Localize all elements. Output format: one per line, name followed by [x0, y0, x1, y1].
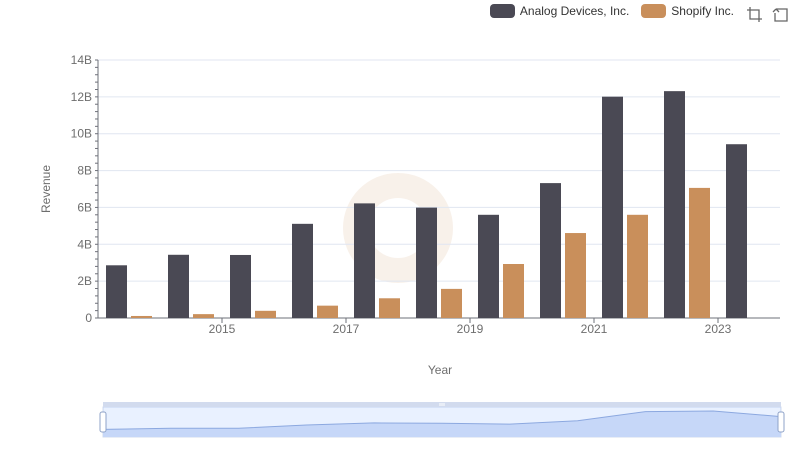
bar-analog-devices-2023[interactable] — [664, 91, 685, 318]
bar-shopify-2020[interactable] — [503, 264, 524, 318]
bar-analog-devices-2016[interactable] — [230, 254, 251, 318]
bar-shopify-2014[interactable] — [131, 315, 152, 318]
y-tick-label: 4B — [77, 237, 92, 251]
x-tick-label: 2023 — [705, 322, 732, 336]
legend-item-analog-devices[interactable]: Analog Devices, Inc. — [489, 4, 630, 18]
y-tick-label: 10B — [71, 127, 92, 141]
legend-swatch-shopify — [641, 4, 667, 18]
x-tick-label: 2015 — [209, 322, 236, 336]
legend-item-shopify[interactable]: Shopify Inc. — [641, 4, 734, 18]
bar-analog-devices-2020[interactable] — [478, 214, 499, 318]
x-tick-label: 2019 — [457, 322, 484, 336]
data-zoom-slider[interactable] — [99, 402, 785, 438]
data-zoom-left-handle[interactable] — [99, 411, 107, 433]
x-tick-label: 2021 — [581, 322, 608, 336]
y-tick-label: 14B — [71, 53, 92, 67]
bar-shopify-2023[interactable] — [689, 187, 710, 318]
y-axis: 0 2B 4B 6B 8B 10B 12B 14B — [71, 53, 99, 325]
bar-shopify-2016[interactable] — [255, 310, 276, 318]
x-axis: 2015 2017 2019 2021 2023 — [98, 317, 780, 336]
bar-analog-devices-2015[interactable] — [168, 254, 189, 318]
legend-label-analog-devices: Analog Devices, Inc. — [519, 4, 630, 18]
bars[interactable] — [106, 91, 747, 319]
zoom-icon[interactable] — [746, 6, 764, 24]
bar-analog-devices-2019[interactable] — [416, 207, 437, 318]
toolbox — [746, 6, 790, 24]
bar-shopify-2017[interactable] — [317, 305, 338, 318]
bar-shopify-2019[interactable] — [441, 288, 462, 318]
y-axis-title: Revenue — [39, 165, 53, 213]
bar-analog-devices-2022[interactable] — [602, 96, 623, 319]
data-zoom-preview-line — [102, 410, 782, 430]
bar-analog-devices-2021[interactable] — [540, 183, 561, 318]
bar-analog-devices-2017[interactable] — [292, 223, 313, 318]
x-axis-title: Year — [428, 363, 452, 377]
y-tick-label: 0 — [85, 311, 92, 325]
data-zoom-selection[interactable] — [103, 407, 781, 437]
y-tick-label: 8B — [77, 164, 92, 178]
bar-shopify-2022[interactable] — [627, 214, 648, 318]
data-zoom-right-handle[interactable] — [777, 411, 785, 433]
bar-analog-devices-2018[interactable] — [354, 203, 375, 318]
data-zoom-preview-area — [103, 411, 781, 437]
y-tick-label: 2B — [77, 274, 92, 288]
legend-swatch-analog-devices — [489, 4, 515, 18]
y-tick-label: 6B — [77, 200, 92, 214]
bar-shopify-2018[interactable] — [379, 298, 400, 318]
bar-shopify-2021[interactable] — [565, 233, 586, 318]
legend-label-shopify: Shopify Inc. — [671, 4, 734, 18]
y-tick-label: 12B — [71, 90, 92, 104]
x-tick-label: 2017 — [333, 322, 360, 336]
bar-analog-devices-2024[interactable] — [726, 144, 747, 318]
restore-icon[interactable] — [772, 6, 790, 24]
bar-analog-devices-2014[interactable] — [106, 265, 127, 318]
legend: Analog Devices, Inc. Shopify Inc. — [489, 4, 734, 18]
bar-shopify-2015[interactable] — [193, 314, 214, 318]
